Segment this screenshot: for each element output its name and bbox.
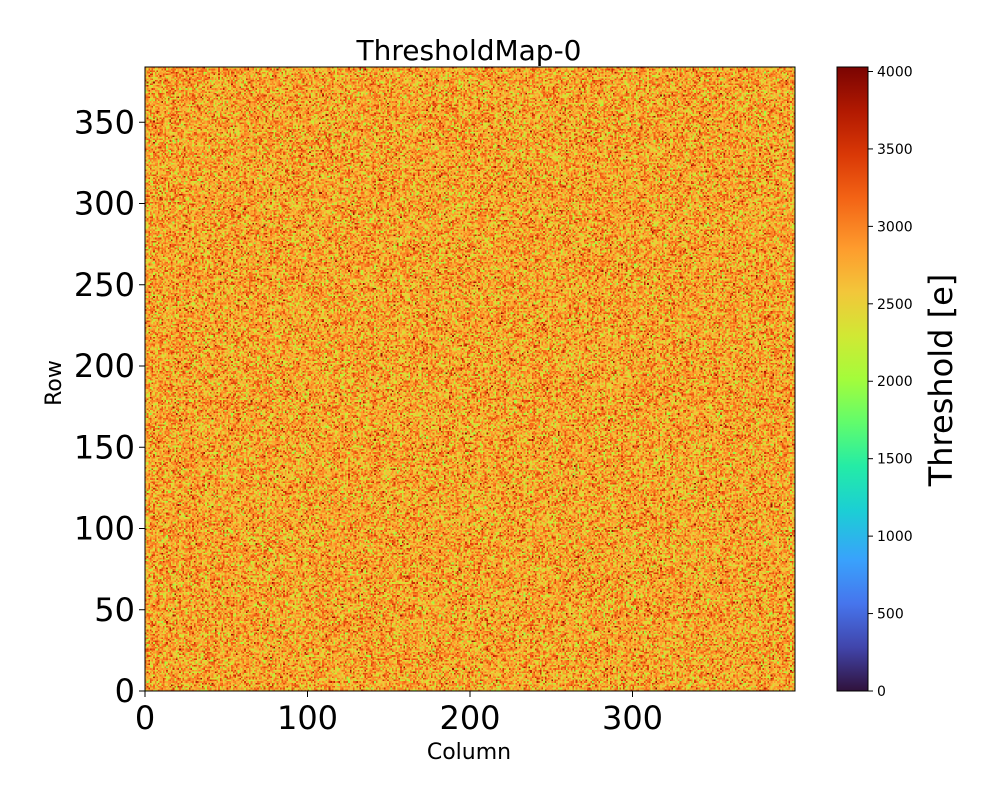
y-tick-label: 150	[74, 428, 135, 466]
y-tick-label: 100	[74, 510, 135, 548]
y-tick-label: 350	[74, 103, 135, 141]
heatmap-image	[145, 67, 795, 691]
colorbar-ticks: 0 500 1000 1500 2000 2500 3000 3500 4000	[868, 64, 913, 700]
y-axis-ticks: 0 50 100 150 200 250 300 350	[74, 103, 145, 710]
y-tick-label: 50	[94, 591, 135, 629]
x-tick-label: 300	[602, 699, 663, 737]
chart-title: ThresholdMap-0	[356, 34, 582, 67]
y-axis-label: Row	[42, 360, 67, 406]
colorbar-tick-label: 3500	[877, 142, 913, 158]
colorbar-tick-label: 1500	[877, 452, 913, 468]
x-axis-ticks: 0 100 200 300	[135, 691, 663, 737]
colorbar-tick-label: 1000	[877, 529, 913, 545]
x-tick-label: 0	[135, 699, 155, 737]
x-axis-label: Column	[427, 740, 511, 765]
colorbar-tick-label: 3000	[877, 219, 913, 235]
x-tick-label: 100	[277, 699, 338, 737]
y-tick-label: 250	[74, 266, 135, 304]
colorbar-tick-label: 500	[877, 607, 904, 623]
y-tick-label: 0	[115, 672, 135, 710]
colorbar-tick-label: 4000	[877, 64, 913, 80]
heatmap-pixels	[145, 67, 795, 691]
colorbar-tick-label: 2000	[877, 374, 913, 390]
colorbar	[836, 66, 869, 692]
colorbar-label: Threshold [e]	[922, 274, 960, 488]
y-tick-label: 300	[74, 185, 135, 223]
colorbar-tick-label: 0	[877, 684, 886, 700]
y-tick-label: 200	[74, 347, 135, 385]
x-tick-label: 200	[439, 699, 500, 737]
colorbar-tick-label: 2500	[877, 297, 913, 313]
